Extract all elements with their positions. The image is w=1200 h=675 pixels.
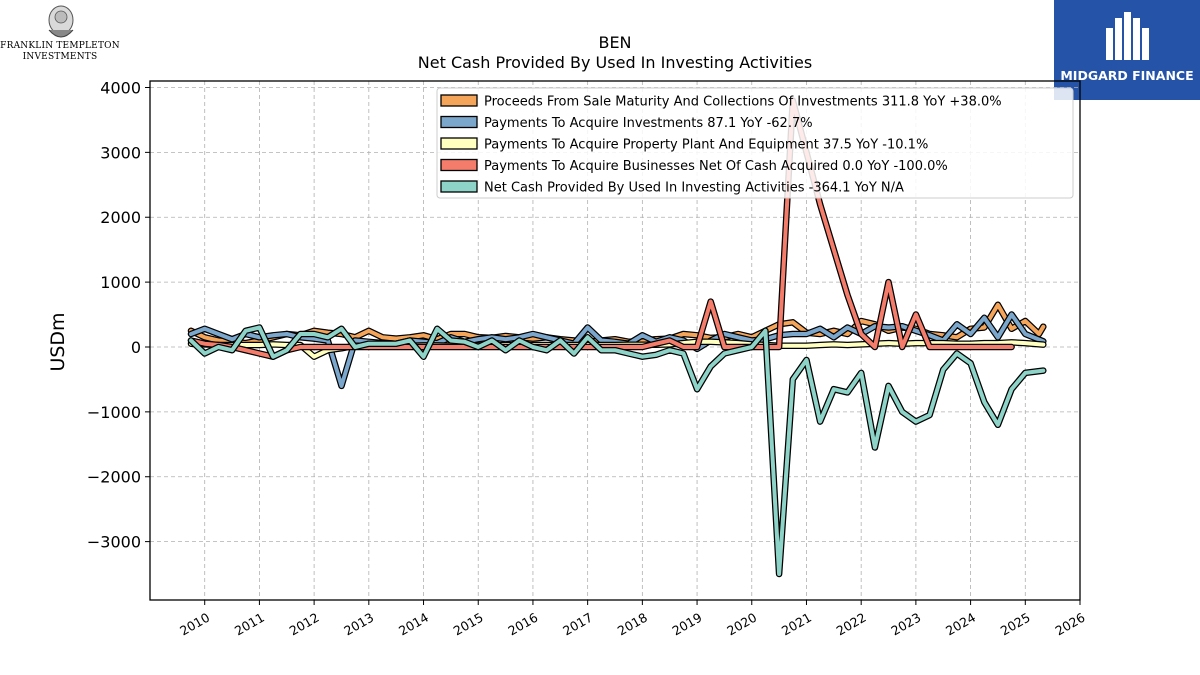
midgard-mark-icon bbox=[1106, 12, 1149, 60]
legend-label: Payments To Acquire Businesses Net Of Ca… bbox=[484, 159, 948, 174]
y-tick-label: −3000 bbox=[87, 533, 141, 552]
franklin-templeton-logo: FRANKLIN TEMPLETON INVESTMENTS bbox=[0, 0, 125, 70]
x-tick-label: 2026 bbox=[1052, 610, 1087, 639]
y-tick-label: 4000 bbox=[100, 78, 141, 97]
legend-swatch bbox=[440, 115, 478, 129]
x-tick-label: 2018 bbox=[615, 610, 650, 639]
y-tick-label: 0 bbox=[131, 338, 141, 357]
y-tick-label: 2000 bbox=[100, 208, 141, 227]
y-tick-label: −2000 bbox=[87, 468, 141, 487]
legend-label: Payments To Acquire Investments 87.1 YoY… bbox=[484, 116, 813, 131]
y-tick-label: 3000 bbox=[100, 143, 141, 162]
brand-right-name: MIDGARD FINANCE bbox=[1060, 68, 1194, 83]
series-4-line bbox=[189, 325, 1046, 576]
x-tick-label: 2024 bbox=[943, 610, 978, 639]
legend-swatch bbox=[440, 180, 478, 193]
plot-frame bbox=[149, 80, 1081, 601]
x-tick-label: 2013 bbox=[341, 610, 376, 639]
legend-label: Payments To Acquire Property Plant And E… bbox=[484, 138, 928, 153]
x-tick-label: 2022 bbox=[834, 610, 869, 639]
x-tick-label: 2021 bbox=[779, 610, 814, 639]
legend-swatch bbox=[440, 94, 478, 107]
x-tick-label: 2025 bbox=[998, 610, 1033, 639]
legend-label: Proceeds From Sale Maturity And Collecti… bbox=[484, 95, 1002, 110]
brand-left-line1: FRANKLIN TEMPLETON bbox=[0, 41, 120, 51]
series-group bbox=[187, 97, 1047, 578]
legend-label: Net Cash Provided By Used In Investing A… bbox=[484, 181, 904, 196]
x-tick-label: 2012 bbox=[287, 610, 322, 639]
legend-swatch bbox=[440, 137, 478, 150]
chart-title: BEN bbox=[598, 33, 631, 52]
y-axis-label: USDm bbox=[47, 312, 69, 371]
portrait-icon bbox=[48, 5, 74, 38]
x-tick-label: 2019 bbox=[670, 610, 705, 639]
x-tick-label: 2020 bbox=[724, 610, 759, 639]
x-tick-label: 2023 bbox=[888, 610, 923, 639]
legend: Proceeds From Sale Maturity And Collecti… bbox=[436, 87, 1074, 199]
y-tick-label: 1000 bbox=[100, 273, 141, 292]
legend-swatch bbox=[440, 158, 478, 172]
brand-left-line2: INVESTMENTS bbox=[22, 52, 98, 62]
x-tick-label: 2010 bbox=[177, 610, 212, 639]
legend-box bbox=[436, 87, 1074, 199]
x-tick-label: 2016 bbox=[505, 610, 540, 639]
x-tick-label: 2011 bbox=[232, 610, 267, 639]
x-tick-label: 2017 bbox=[560, 610, 595, 639]
x-tick-label: 2014 bbox=[396, 610, 431, 639]
y-tick-label: −1000 bbox=[87, 403, 141, 422]
midgard-finance-logo: MIDGARD FINANCE bbox=[1054, 0, 1200, 100]
chart-subtitle: Net Cash Provided By Used In Investing A… bbox=[418, 53, 812, 72]
series-4-outline bbox=[187, 324, 1047, 578]
x-tick-label: 2015 bbox=[451, 610, 486, 639]
